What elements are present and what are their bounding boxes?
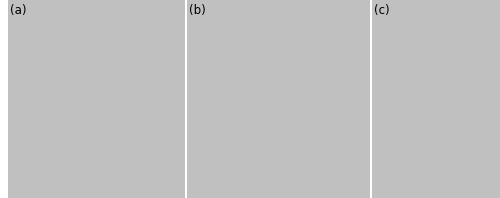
Text: (b): (b) (189, 4, 206, 17)
Text: (c): (c) (374, 4, 390, 17)
Text: (a): (a) (10, 4, 26, 17)
